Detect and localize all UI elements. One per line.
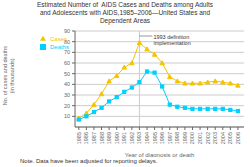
svg-text:2001: 2001 — [197, 132, 203, 144]
svg-text:80: 80 — [64, 39, 70, 45]
svg-text:1998: 1998 — [174, 132, 180, 144]
svg-text:1992: 1992 — [129, 132, 135, 144]
svg-text:2005: 2005 — [227, 132, 233, 144]
html-text:Cases: Cases — [50, 36, 67, 42]
svg-text:50: 50 — [64, 71, 70, 77]
svg-text:2004: 2004 — [220, 132, 226, 144]
html-text:Estimated Number of AIDS Cases: Estimated Number of AIDS Cases and Death… — [37, 1, 213, 24]
svg-text:2002: 2002 — [205, 132, 211, 144]
svg-text:1994: 1994 — [144, 132, 150, 144]
svg-text:70: 70 — [64, 49, 70, 55]
svg-text:1999: 1999 — [182, 132, 188, 144]
svg-text:1985: 1985 — [76, 132, 82, 144]
svg-text:1991: 1991 — [121, 132, 127, 144]
svg-text:1990: 1990 — [114, 132, 120, 144]
svg-text:1986: 1986 — [83, 132, 89, 144]
svg-text:1993: 1993 — [136, 132, 142, 144]
html-text:No. of cases and deaths (in th: No. of cases and deaths (in thousands) — [2, 46, 15, 106]
svg-text:1987: 1987 — [91, 132, 97, 144]
svg-text:20: 20 — [64, 103, 70, 109]
svg-text:1988: 1988 — [99, 132, 105, 144]
svg-text:Year of diagnosis or death: Year of diagnosis or death — [125, 152, 195, 157]
svg-text:1997: 1997 — [167, 132, 173, 144]
svg-text:1995: 1995 — [152, 132, 158, 144]
svg-text:2000: 2000 — [189, 132, 195, 144]
svg-text:40: 40 — [64, 81, 70, 87]
svg-text:30: 30 — [64, 92, 70, 98]
svg-text:1996: 1996 — [159, 132, 165, 144]
svg-text:2006: 2006 — [235, 132, 241, 144]
html-text:Note. Data have been adjusted: Note. Data have been adjusted for report… — [20, 158, 158, 164]
svg-text:2003: 2003 — [212, 132, 218, 144]
svg-text:60: 60 — [64, 60, 70, 66]
svg-text:10: 10 — [64, 113, 70, 119]
svg-text:1989: 1989 — [106, 132, 112, 144]
svg-text:90: 90 — [64, 28, 70, 34]
svg-text:1993 definitionimplementation: 1993 definitionimplementation — [153, 34, 190, 46]
html-text:Deaths: Deaths — [50, 44, 69, 50]
